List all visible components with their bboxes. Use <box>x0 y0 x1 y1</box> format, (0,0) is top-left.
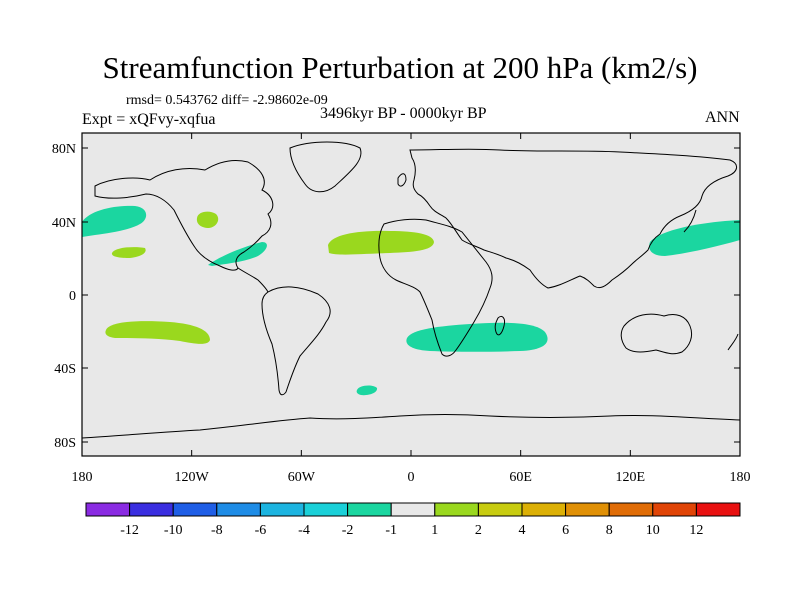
latitude-axis: 80N 40N 0 40S 80S <box>52 142 740 451</box>
lat-tick-label: 80S <box>54 436 76 451</box>
lon-tick-label: 60W <box>288 470 316 485</box>
coastline-new-zealand <box>727 333 739 351</box>
coastline-south-america <box>261 286 331 396</box>
colorbar-swatch <box>129 502 174 517</box>
anomaly-layer <box>82 205 740 396</box>
colorbar-label: 2 <box>475 523 482 538</box>
colorbar-swatch <box>259 502 305 517</box>
coastline-madagascar <box>494 315 505 336</box>
lon-tick-label: 0 <box>408 470 415 485</box>
colorbar-swatch <box>216 502 261 517</box>
coastline-antarctica <box>82 414 740 439</box>
coastline-north-america <box>94 159 274 271</box>
longitude-axis: 180 120W 60W 0 60E 120E 180 <box>72 133 751 485</box>
colorbar-label: -2 <box>342 523 354 538</box>
colorbar-swatch <box>390 502 436 517</box>
colorbar-label: 4 <box>519 523 526 538</box>
colorbar-label: -6 <box>255 523 267 538</box>
colorbar-label: 6 <box>562 523 569 538</box>
colorbar-label: 10 <box>646 523 660 538</box>
colorbar-label: 12 <box>689 523 703 538</box>
colorbar-label: -10 <box>164 523 183 538</box>
colorbar-swatch <box>521 502 567 517</box>
coastline-central-america <box>237 267 269 293</box>
coastline-australia <box>620 313 693 355</box>
lon-tick-label: 180 <box>72 470 93 485</box>
anomaly-great-lakes <box>196 211 219 228</box>
colorbar: -12 -10 -8 -6 -4 -2 -1 1 2 4 6 8 10 12 <box>85 502 741 538</box>
colorbar-label: -12 <box>120 523 139 538</box>
lon-tick-label: 60E <box>509 470 532 485</box>
experiment-label: Expt = xQFvy-xqfua <box>82 111 216 128</box>
anomaly-southern-africa <box>406 322 548 352</box>
colorbar-label: 1 <box>431 523 438 538</box>
colorbar-swatch <box>303 502 349 517</box>
coastline-eurasia <box>409 148 737 289</box>
colorbar-swatch <box>565 502 610 517</box>
colorbar-swatch <box>695 502 741 517</box>
colorbar-label: -4 <box>298 523 310 538</box>
anomaly-gulf-of-mexico <box>208 242 267 266</box>
stats-text: rmsd= 0.543762 diff= -2.98602e-09 <box>126 93 328 108</box>
lat-tick-label: 0 <box>69 289 76 304</box>
colorbar-swatch <box>652 502 697 517</box>
lon-tick-label: 180 <box>730 470 751 485</box>
colorbar-swatch <box>434 502 479 517</box>
colorbar-label: -8 <box>211 523 223 538</box>
coastline-africa <box>378 218 493 357</box>
lon-tick-label: 120E <box>616 470 646 485</box>
colorbar-label: -1 <box>385 523 397 538</box>
anomaly-north-pacific-east <box>649 220 740 256</box>
colorbar-swatch <box>85 502 131 517</box>
season-label: ANN <box>705 109 740 126</box>
coastline-greenland <box>289 141 362 193</box>
anomaly-north-africa-atlantic <box>328 230 434 255</box>
colorbar-swatch <box>608 502 654 517</box>
lat-tick-label: 80N <box>52 142 76 157</box>
period-label: 3496kyr BP - 0000kyr BP <box>320 105 487 122</box>
colorbar-swatch <box>347 502 392 517</box>
coastlines <box>82 141 740 439</box>
lon-tick-label: 120W <box>175 470 210 485</box>
colorbar-label: 8 <box>606 523 613 538</box>
lat-tick-label: 40N <box>52 216 76 231</box>
colorbar-swatch <box>477 502 523 517</box>
colorbar-swatch <box>172 502 218 517</box>
coastline-japan <box>683 209 697 233</box>
anomaly-south-pacific <box>105 321 210 344</box>
anomaly-north-pacific-west <box>82 205 147 237</box>
map-background <box>82 133 740 456</box>
coastline-uk <box>397 173 407 187</box>
plot-title: Streamfunction Perturbation at 200 hPa (… <box>102 50 698 85</box>
lat-tick-label: 40S <box>54 362 76 377</box>
anomaly-hawaii <box>111 247 146 258</box>
anomaly-south-atlantic <box>356 385 378 396</box>
